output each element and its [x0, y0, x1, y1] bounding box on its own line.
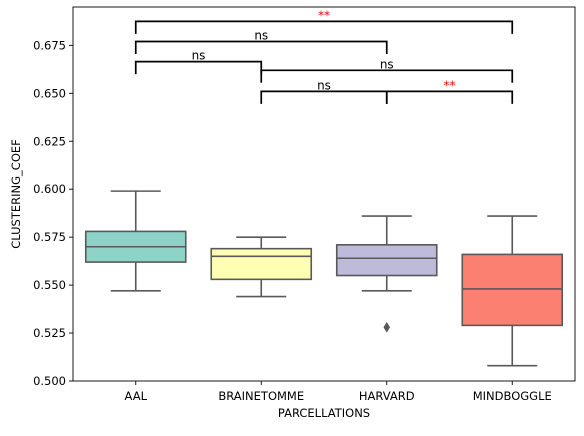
y-tick-label: 0.675: [33, 38, 66, 52]
box-group-harvard: [335, 215, 438, 333]
significance-bracket: ns: [260, 57, 514, 83]
significance-bracket: ns: [134, 29, 388, 54]
box-iqr: [210, 247, 313, 281]
x-tick-label: HARVARD: [359, 389, 415, 403]
significance-bracket: ns: [260, 78, 388, 104]
significance-bracket: **: [385, 78, 514, 104]
significance-label: **: [444, 78, 456, 92]
significance-bracket: **: [134, 8, 514, 34]
bracket-line: [134, 40, 388, 54]
y-tick-label: 0.525: [33, 326, 66, 340]
y-tick-label: 0.575: [33, 230, 66, 244]
x-axis-title: PARCELLATIONS: [278, 406, 370, 420]
bracket-line: [134, 20, 514, 34]
significance-label: ns: [254, 29, 268, 43]
box-group-aal: [84, 190, 187, 292]
x-tick-label: MINDBOGGLE: [473, 389, 552, 403]
plot-layer: [84, 190, 564, 367]
x-tick-label: AAL: [125, 389, 148, 403]
significance-label: **: [318, 8, 330, 22]
significance-bracket: ns: [134, 49, 263, 75]
box-iqr: [461, 253, 564, 327]
y-tick-label: 0.625: [33, 134, 66, 148]
y-tick-label: 0.650: [33, 86, 66, 100]
bracket-line: [260, 69, 514, 83]
axis-layer: 0.500 0.525 0.550 0.575 0.600 0.625 0.650 0.675…: [33, 6, 576, 403]
y-tick-label: 0.600: [33, 182, 66, 196]
significance-label: ns: [192, 49, 206, 63]
box-iqr: [335, 244, 438, 277]
box-group-mindboggle: [461, 215, 564, 367]
x-tick-label: BRAINETOMME: [218, 389, 304, 403]
axes-frame: [72, 6, 576, 382]
box-group-brainetomme: [210, 236, 313, 298]
outlier-point: [383, 321, 391, 333]
bracket-line: [134, 60, 263, 75]
annotation-layer: ns ns ns ** ns **: [134, 8, 514, 104]
bracket-line: [260, 90, 388, 104]
y-axis-title: CLUSTERING_COEF: [9, 139, 23, 248]
significance-label: ns: [380, 57, 394, 71]
bracket-line: [385, 90, 514, 104]
y-tick-label: 0.550: [33, 278, 66, 292]
y-tick-label: 0.500: [33, 374, 66, 388]
significance-label: ns: [317, 78, 331, 92]
